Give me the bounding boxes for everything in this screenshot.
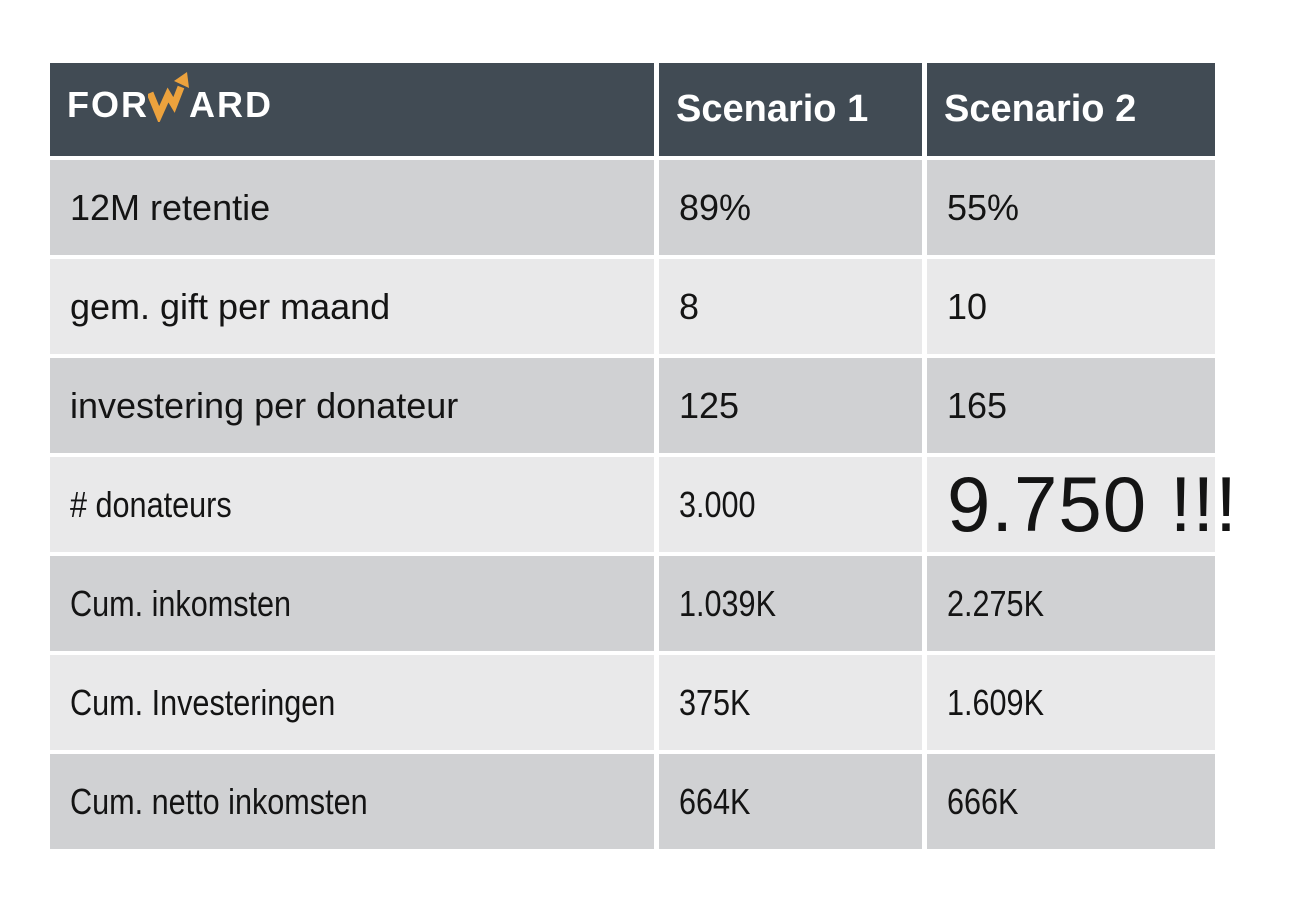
cell-value: 125 bbox=[679, 384, 740, 426]
scenario-2-cell: 1.609K bbox=[927, 655, 1215, 750]
scenario-1-cell: 1.039K bbox=[659, 556, 922, 651]
row-label-cell: gem. gift per maand bbox=[50, 259, 654, 354]
growth-arrow-icon bbox=[148, 72, 189, 122]
row-label-cell: 12M retentie bbox=[50, 160, 654, 255]
cell-value: 2.275K bbox=[947, 582, 1044, 624]
scenario-2-cell: 666K bbox=[927, 754, 1215, 849]
logo-text-pre: FOR bbox=[67, 84, 149, 125]
cell-value: 666K bbox=[947, 780, 1019, 822]
cell-value: 1.039K bbox=[679, 582, 776, 624]
row-label-cell: Cum. netto inkomsten bbox=[50, 754, 654, 849]
scenario-2-cell: 2.275K bbox=[927, 556, 1215, 651]
row-label: Cum. Investeringen bbox=[70, 681, 336, 723]
logo: FOR ARD bbox=[50, 63, 654, 156]
table-row: Cum. netto inkomsten 664K 666K bbox=[50, 754, 1215, 849]
logo-text-post: ARD bbox=[189, 84, 273, 125]
row-label: gem. gift per maand bbox=[70, 285, 391, 327]
table-row: Cum. Investeringen 375K 1.609K bbox=[50, 655, 1215, 750]
scenario-comparison-table: FOR ARD Scenario 1 Scenario 2 12M retent… bbox=[50, 63, 1237, 849]
table-header-row: FOR ARD Scenario 1 Scenario 2 bbox=[50, 63, 1215, 156]
table-row: investering per donateur 125 165 bbox=[50, 358, 1215, 453]
row-label-cell: investering per donateur bbox=[50, 358, 654, 453]
highlight-value: 9.750 !!! bbox=[947, 460, 1238, 548]
cell-value: 10 bbox=[947, 285, 988, 327]
table-row: 12M retentie 89% 55% bbox=[50, 160, 1215, 255]
row-label: investering per donateur bbox=[70, 384, 459, 426]
scenario-2-cell: 9.750 !!! bbox=[927, 457, 1237, 552]
table-row: gem. gift per maand 8 10 bbox=[50, 259, 1215, 354]
scenario-1-cell: 664K bbox=[659, 754, 922, 849]
row-label-cell: # donateurs bbox=[50, 457, 654, 552]
scenario-2-cell: 10 bbox=[927, 259, 1215, 354]
cell-value: 1.609K bbox=[947, 681, 1044, 723]
scenario-2-cell: 165 bbox=[927, 358, 1215, 453]
table-row: # donateurs 3.000 9.750 !!! bbox=[50, 457, 1237, 552]
column-header-scenario-1: Scenario 1 bbox=[659, 63, 922, 156]
scenario-1-cell: 125 bbox=[659, 358, 922, 453]
row-label: 12M retentie bbox=[70, 186, 271, 228]
scenario-1-cell: 375K bbox=[659, 655, 922, 750]
scenario-1-cell: 3.000 bbox=[659, 457, 922, 552]
row-label-cell: Cum. Investeringen bbox=[50, 655, 654, 750]
scenario-1-cell: 8 bbox=[659, 259, 922, 354]
cell-value: 8 bbox=[679, 285, 700, 327]
cell-value: 55% bbox=[947, 186, 1020, 228]
cell-value: 89% bbox=[679, 186, 752, 228]
row-label: Cum. inkomsten bbox=[70, 582, 292, 624]
row-label: # donateurs bbox=[70, 483, 232, 525]
row-label-cell: Cum. inkomsten bbox=[50, 556, 654, 651]
table-row: Cum. inkomsten 1.039K 2.275K bbox=[50, 556, 1215, 651]
cell-value: 3.000 bbox=[679, 483, 756, 525]
scenario-1-cell: 89% bbox=[659, 160, 922, 255]
cell-value: 664K bbox=[679, 780, 751, 822]
cell-value: 165 bbox=[947, 384, 1008, 426]
column-header-scenario-2: Scenario 2 bbox=[927, 63, 1215, 156]
scenario-2-cell: 55% bbox=[927, 160, 1215, 255]
row-label: Cum. netto inkomsten bbox=[70, 780, 368, 822]
cell-value: 375K bbox=[679, 681, 751, 723]
